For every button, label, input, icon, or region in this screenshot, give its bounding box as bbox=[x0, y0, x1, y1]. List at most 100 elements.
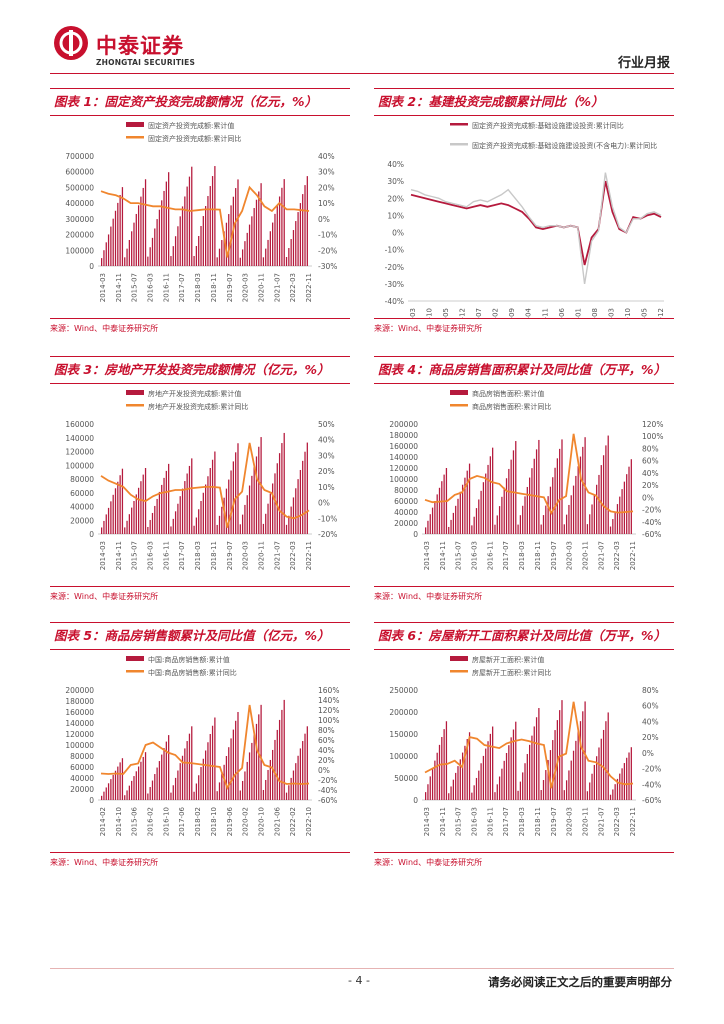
bar bbox=[584, 701, 586, 800]
bar bbox=[218, 515, 221, 534]
legend-label: 中国:商品房销售额:累计值 bbox=[148, 655, 230, 664]
bar bbox=[124, 795, 126, 800]
x-tick-label: 2014-03 bbox=[423, 541, 431, 570]
legend-swatch-bars bbox=[450, 656, 468, 661]
bar bbox=[248, 752, 251, 800]
bar bbox=[151, 237, 154, 266]
x-tick-label: 2018-11 bbox=[210, 273, 218, 302]
logo-icon bbox=[54, 26, 88, 60]
bar bbox=[218, 248, 221, 266]
bar bbox=[260, 183, 262, 266]
bar bbox=[438, 744, 441, 800]
legend-label: 房地产开发投资完成额:累计同比 bbox=[148, 402, 248, 411]
bar bbox=[119, 475, 121, 534]
chart-title: 图表 4：商品房销售面积累计及同比值（万平，%） bbox=[374, 356, 674, 384]
bar bbox=[598, 747, 600, 800]
bar bbox=[425, 792, 427, 800]
bar bbox=[538, 708, 540, 800]
y-tick-label: 200000 bbox=[389, 708, 418, 717]
bar bbox=[612, 519, 614, 534]
y-tick-label: 600000 bbox=[65, 168, 94, 177]
x-tick-label: 2014-10 bbox=[426, 308, 434, 318]
x-tick-label: 2015-12 bbox=[459, 308, 467, 318]
bar bbox=[290, 506, 292, 534]
bar bbox=[448, 793, 450, 800]
x-tick-label: 2022-11 bbox=[629, 541, 637, 570]
bar bbox=[589, 782, 591, 800]
x-tick-label: 2016-03 bbox=[471, 807, 479, 836]
x-tick-label: 2022-10 bbox=[305, 807, 313, 836]
y-tick-label: 80000 bbox=[70, 752, 94, 761]
x-tick-label: 2015-05 bbox=[442, 308, 450, 318]
bar bbox=[522, 505, 524, 534]
bar bbox=[492, 447, 494, 534]
x-tick-label: 2020-11 bbox=[581, 807, 589, 836]
bar bbox=[545, 505, 547, 534]
page-header: 中泰证券 ZHONGTAI SECURITIES 行业月报 bbox=[0, 0, 724, 78]
bar bbox=[165, 741, 167, 800]
x-tick-label: 2020-08 bbox=[591, 308, 599, 318]
bar bbox=[283, 179, 285, 266]
bar bbox=[121, 468, 124, 534]
bar bbox=[126, 248, 128, 266]
bar bbox=[591, 773, 593, 800]
bar bbox=[237, 443, 239, 534]
bar bbox=[459, 491, 461, 534]
x-tick-label: 2017-02 bbox=[492, 308, 500, 318]
x-tick-label: 2019-07 bbox=[550, 541, 558, 570]
y-tick-label: 40000 bbox=[394, 508, 418, 517]
bar bbox=[626, 474, 628, 534]
y2-tick-label: 120% bbox=[642, 420, 663, 429]
bar bbox=[193, 525, 195, 534]
bar bbox=[161, 484, 163, 534]
bar bbox=[207, 742, 209, 800]
bar bbox=[570, 760, 572, 800]
bar bbox=[188, 176, 191, 266]
bar bbox=[225, 488, 228, 534]
bar bbox=[568, 770, 570, 800]
bar bbox=[626, 757, 628, 800]
x-tick-label: 2018-03 bbox=[194, 273, 202, 302]
x-tick-label: 2016-11 bbox=[486, 807, 494, 836]
bar bbox=[114, 488, 117, 534]
y-tick-label: 500000 bbox=[65, 183, 94, 192]
bar bbox=[274, 739, 276, 800]
x-tick-label: 2020-02 bbox=[242, 807, 250, 836]
bar bbox=[508, 745, 510, 800]
bar bbox=[149, 247, 151, 266]
bar bbox=[140, 761, 142, 800]
bar bbox=[241, 780, 244, 800]
bar bbox=[121, 758, 124, 800]
y2-tick-label: 20% bbox=[642, 733, 659, 742]
y-tick-label: -40% bbox=[385, 297, 404, 306]
bar bbox=[450, 786, 452, 800]
chart-source: 来源：Wind、中泰证券研究所 bbox=[374, 586, 674, 602]
bar bbox=[628, 752, 630, 800]
bar bbox=[158, 761, 161, 800]
y2-tick-label: -40% bbox=[318, 786, 337, 795]
bar bbox=[117, 202, 119, 266]
bar bbox=[607, 712, 609, 800]
chart-source: 来源：Wind、中泰证券研究所 bbox=[374, 318, 674, 334]
x-tick-label: 2020-03 bbox=[566, 541, 574, 570]
bar bbox=[593, 494, 595, 534]
chart-4: 商品房销售面积:累计值商品房销售面积:累计同比20000018000016000… bbox=[389, 389, 663, 570]
bar bbox=[133, 501, 135, 534]
bar bbox=[461, 484, 464, 534]
bar bbox=[473, 516, 475, 534]
bar bbox=[614, 511, 616, 534]
x-tick-label: 2019-07 bbox=[226, 273, 234, 302]
bar bbox=[223, 764, 225, 800]
x-tick-label: 2022-03 bbox=[613, 807, 621, 836]
y2-tick-label: 80% bbox=[642, 444, 659, 453]
bar bbox=[297, 755, 299, 800]
bar bbox=[235, 720, 237, 800]
y2-tick-label: 80% bbox=[642, 686, 659, 695]
x-tick-label: 2016-07 bbox=[475, 308, 483, 318]
bar bbox=[623, 763, 626, 800]
bar bbox=[248, 485, 251, 534]
bar bbox=[547, 760, 549, 800]
bar bbox=[112, 774, 114, 800]
bar bbox=[137, 766, 140, 800]
